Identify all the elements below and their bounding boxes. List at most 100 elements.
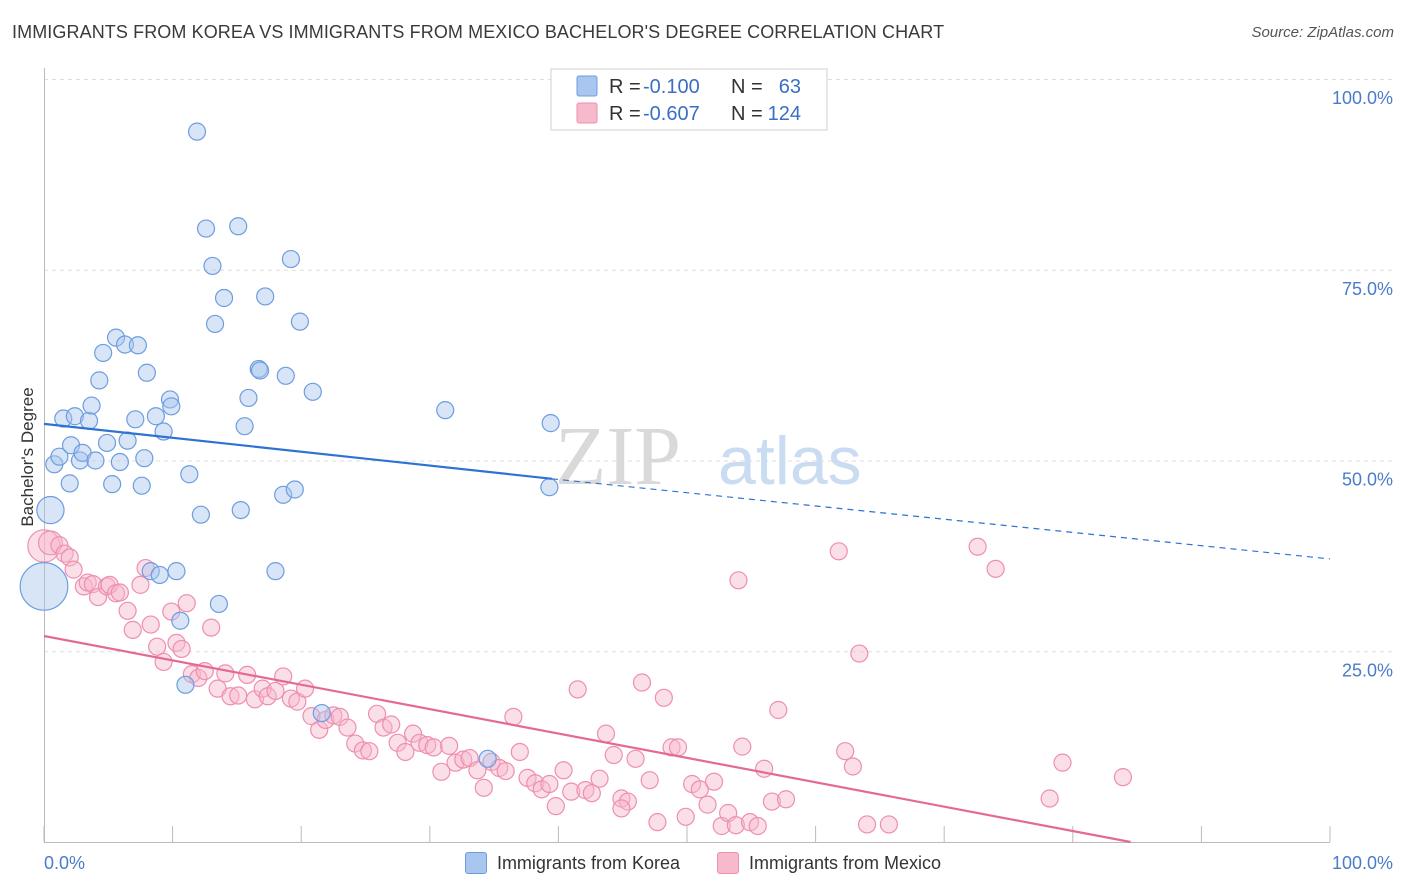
mexico-point-102 [733, 737, 752, 756]
korea-point-59 [478, 749, 497, 768]
legend-korea-r-label: R = [609, 76, 641, 98]
y-tick-label-50: 50.0% [1342, 470, 1393, 490]
korea-points [19, 122, 560, 768]
mexico-point-65 [468, 761, 487, 780]
korea-point-25 [137, 363, 156, 382]
legend-mexico-r-label: R = [609, 103, 641, 125]
mexico-point-104 [748, 816, 767, 836]
legend-korea-n-label: N = [731, 76, 763, 98]
korea-point-0 [36, 495, 65, 525]
mexico-point-116 [986, 559, 1005, 578]
legend-mexico-n-value: 124 [768, 103, 801, 125]
mexico-point-23 [172, 639, 191, 659]
korea-point-20 [118, 431, 137, 450]
korea-point-46 [239, 388, 258, 408]
korea-point-54 [285, 480, 304, 499]
korea-point-50 [266, 562, 285, 581]
mexico-point-16 [131, 575, 150, 594]
mexico-point-89 [640, 771, 659, 790]
mexico-swatch [717, 852, 740, 874]
y-tick-label-75: 75.0% [1342, 279, 1393, 299]
watermark-atlas: atlas [718, 423, 862, 499]
legend-mexico-r-value: -0.607 [643, 103, 700, 125]
mexico-point-118 [1053, 753, 1072, 772]
mexico-point-42 [302, 707, 321, 726]
mexico-point-48 [346, 734, 365, 753]
mexico-legend-label: Immigrants from Mexico [749, 852, 942, 873]
korea-point-12 [86, 451, 105, 470]
mexico-point-110 [836, 742, 855, 761]
korea-point-11 [82, 396, 101, 415]
korea-point-36 [187, 122, 207, 141]
mexico-point-71 [510, 742, 529, 762]
mexico-point-77 [554, 761, 573, 780]
korea-point-48 [250, 361, 270, 380]
chart-title: IMMIGRANTS FROM KOREA VS IMMIGRANTS FROM… [12, 22, 945, 42]
korea-point-32 [167, 562, 186, 581]
legend-item-mexico: Immigrants from Mexico [717, 852, 941, 874]
watermark: ZIP atlas [555, 410, 862, 503]
mexico-point-47 [338, 718, 357, 737]
legend-korea-n-value: 63 [779, 76, 801, 98]
trend-lines [43, 422, 1331, 844]
mexico-point-60 [432, 762, 451, 781]
korea-point-40 [205, 314, 225, 334]
mexico-point-121 [612, 799, 631, 818]
korea-point-38 [196, 219, 216, 238]
mexico-point-45 [324, 706, 343, 725]
mexico-point-50 [360, 742, 379, 761]
legend-mexico-swatch [576, 102, 598, 124]
mexico-point-90 [648, 813, 667, 832]
korea-point-56 [303, 382, 322, 401]
korea-point-34 [176, 675, 195, 694]
mexico-point-53 [382, 715, 401, 734]
mexico-point-28 [202, 618, 221, 637]
mexico-point-13 [110, 583, 129, 602]
korea-point-35 [180, 465, 199, 484]
korea-point-14 [94, 343, 113, 363]
source-credit: Source: ZipAtlas.com [1251, 24, 1394, 41]
mexico-point-19 [148, 637, 167, 656]
korea-point-13 [90, 371, 109, 390]
mexico-point-76 [546, 797, 565, 816]
legend-korea-r-value: -0.100 [643, 76, 700, 98]
mexico-point-81 [582, 784, 601, 803]
mexico-point-106 [762, 792, 781, 811]
mexico-point-115 [968, 537, 987, 556]
korea-point-55 [290, 312, 310, 331]
mexico-point-91 [654, 688, 673, 707]
korea-point-49 [256, 287, 275, 306]
gridlines [44, 79, 1392, 653]
mexico-point-101 [726, 816, 745, 835]
korea-point-31 [162, 397, 181, 416]
korea-point-52 [276, 366, 295, 385]
legend-korea-swatch [576, 75, 598, 97]
korea-point-24 [135, 449, 154, 468]
mexico-point-84 [604, 745, 623, 765]
korea-point-41 [209, 594, 228, 614]
legend-item-korea: Immigrants from Korea [464, 852, 680, 874]
korea-point-53 [281, 249, 301, 269]
korea-point-45 [235, 417, 254, 436]
mexico-point-111 [843, 757, 862, 776]
mexico-point-79 [568, 680, 587, 699]
korea-point-5 [60, 474, 79, 493]
korea-point-43 [229, 217, 248, 236]
mexico-point-59 [424, 738, 443, 757]
mexico-point-107 [769, 700, 788, 720]
mexico-point-66 [474, 778, 493, 797]
korea-point-3 [50, 447, 69, 466]
korea-point-44 [231, 500, 250, 520]
x-tick-label-max: 100.0% [1332, 853, 1393, 873]
mexico-point-5 [64, 560, 83, 579]
korea-point-7 [65, 407, 84, 426]
mexico-point-41 [295, 679, 315, 698]
mexico-point-86 [618, 792, 637, 811]
korea-point-60 [540, 478, 559, 497]
mexico-point-113 [857, 815, 877, 834]
mexico-point-15 [123, 620, 142, 639]
korea-point-51 [274, 485, 293, 504]
mexico-point-49 [353, 741, 373, 760]
mexico-points [27, 529, 1133, 836]
